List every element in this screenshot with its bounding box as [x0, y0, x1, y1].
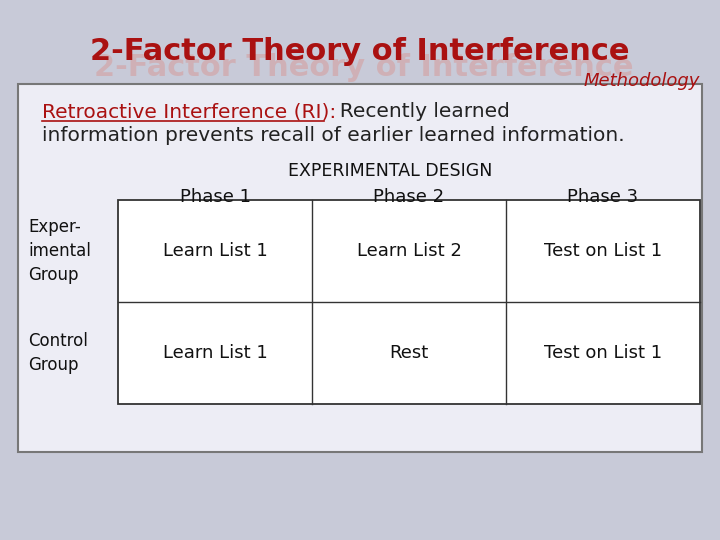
Text: EXPERIMENTAL DESIGN: EXPERIMENTAL DESIGN: [288, 162, 492, 180]
Text: Phase 1: Phase 1: [179, 188, 251, 206]
Text: Learn List 1: Learn List 1: [163, 344, 267, 362]
Text: Retroactive Interference (RI):: Retroactive Interference (RI):: [42, 102, 336, 121]
Text: Test on List 1: Test on List 1: [544, 242, 662, 260]
Text: Recently learned: Recently learned: [327, 102, 510, 121]
Bar: [118, 200, 700, 404]
FancyBboxPatch shape: [18, 84, 702, 452]
Text: Learn List 2: Learn List 2: [356, 242, 462, 260]
Text: Test on List 1: Test on List 1: [544, 344, 662, 362]
Text: Phase 2: Phase 2: [374, 188, 444, 206]
Text: Control
Group: Control Group: [28, 332, 88, 374]
Text: Rest: Rest: [390, 344, 428, 362]
Text: information prevents recall of earlier learned information.: information prevents recall of earlier l…: [42, 126, 625, 145]
Text: Learn List 1: Learn List 1: [163, 242, 267, 260]
Text: Phase 3: Phase 3: [567, 188, 639, 206]
Text: 2-Factor Theory of Interference: 2-Factor Theory of Interference: [94, 53, 634, 82]
Text: 2-Factor Theory of Interference: 2-Factor Theory of Interference: [90, 37, 630, 66]
Text: Methodology: Methodology: [584, 72, 700, 90]
Text: Exper-
imental
Group: Exper- imental Group: [28, 218, 91, 284]
